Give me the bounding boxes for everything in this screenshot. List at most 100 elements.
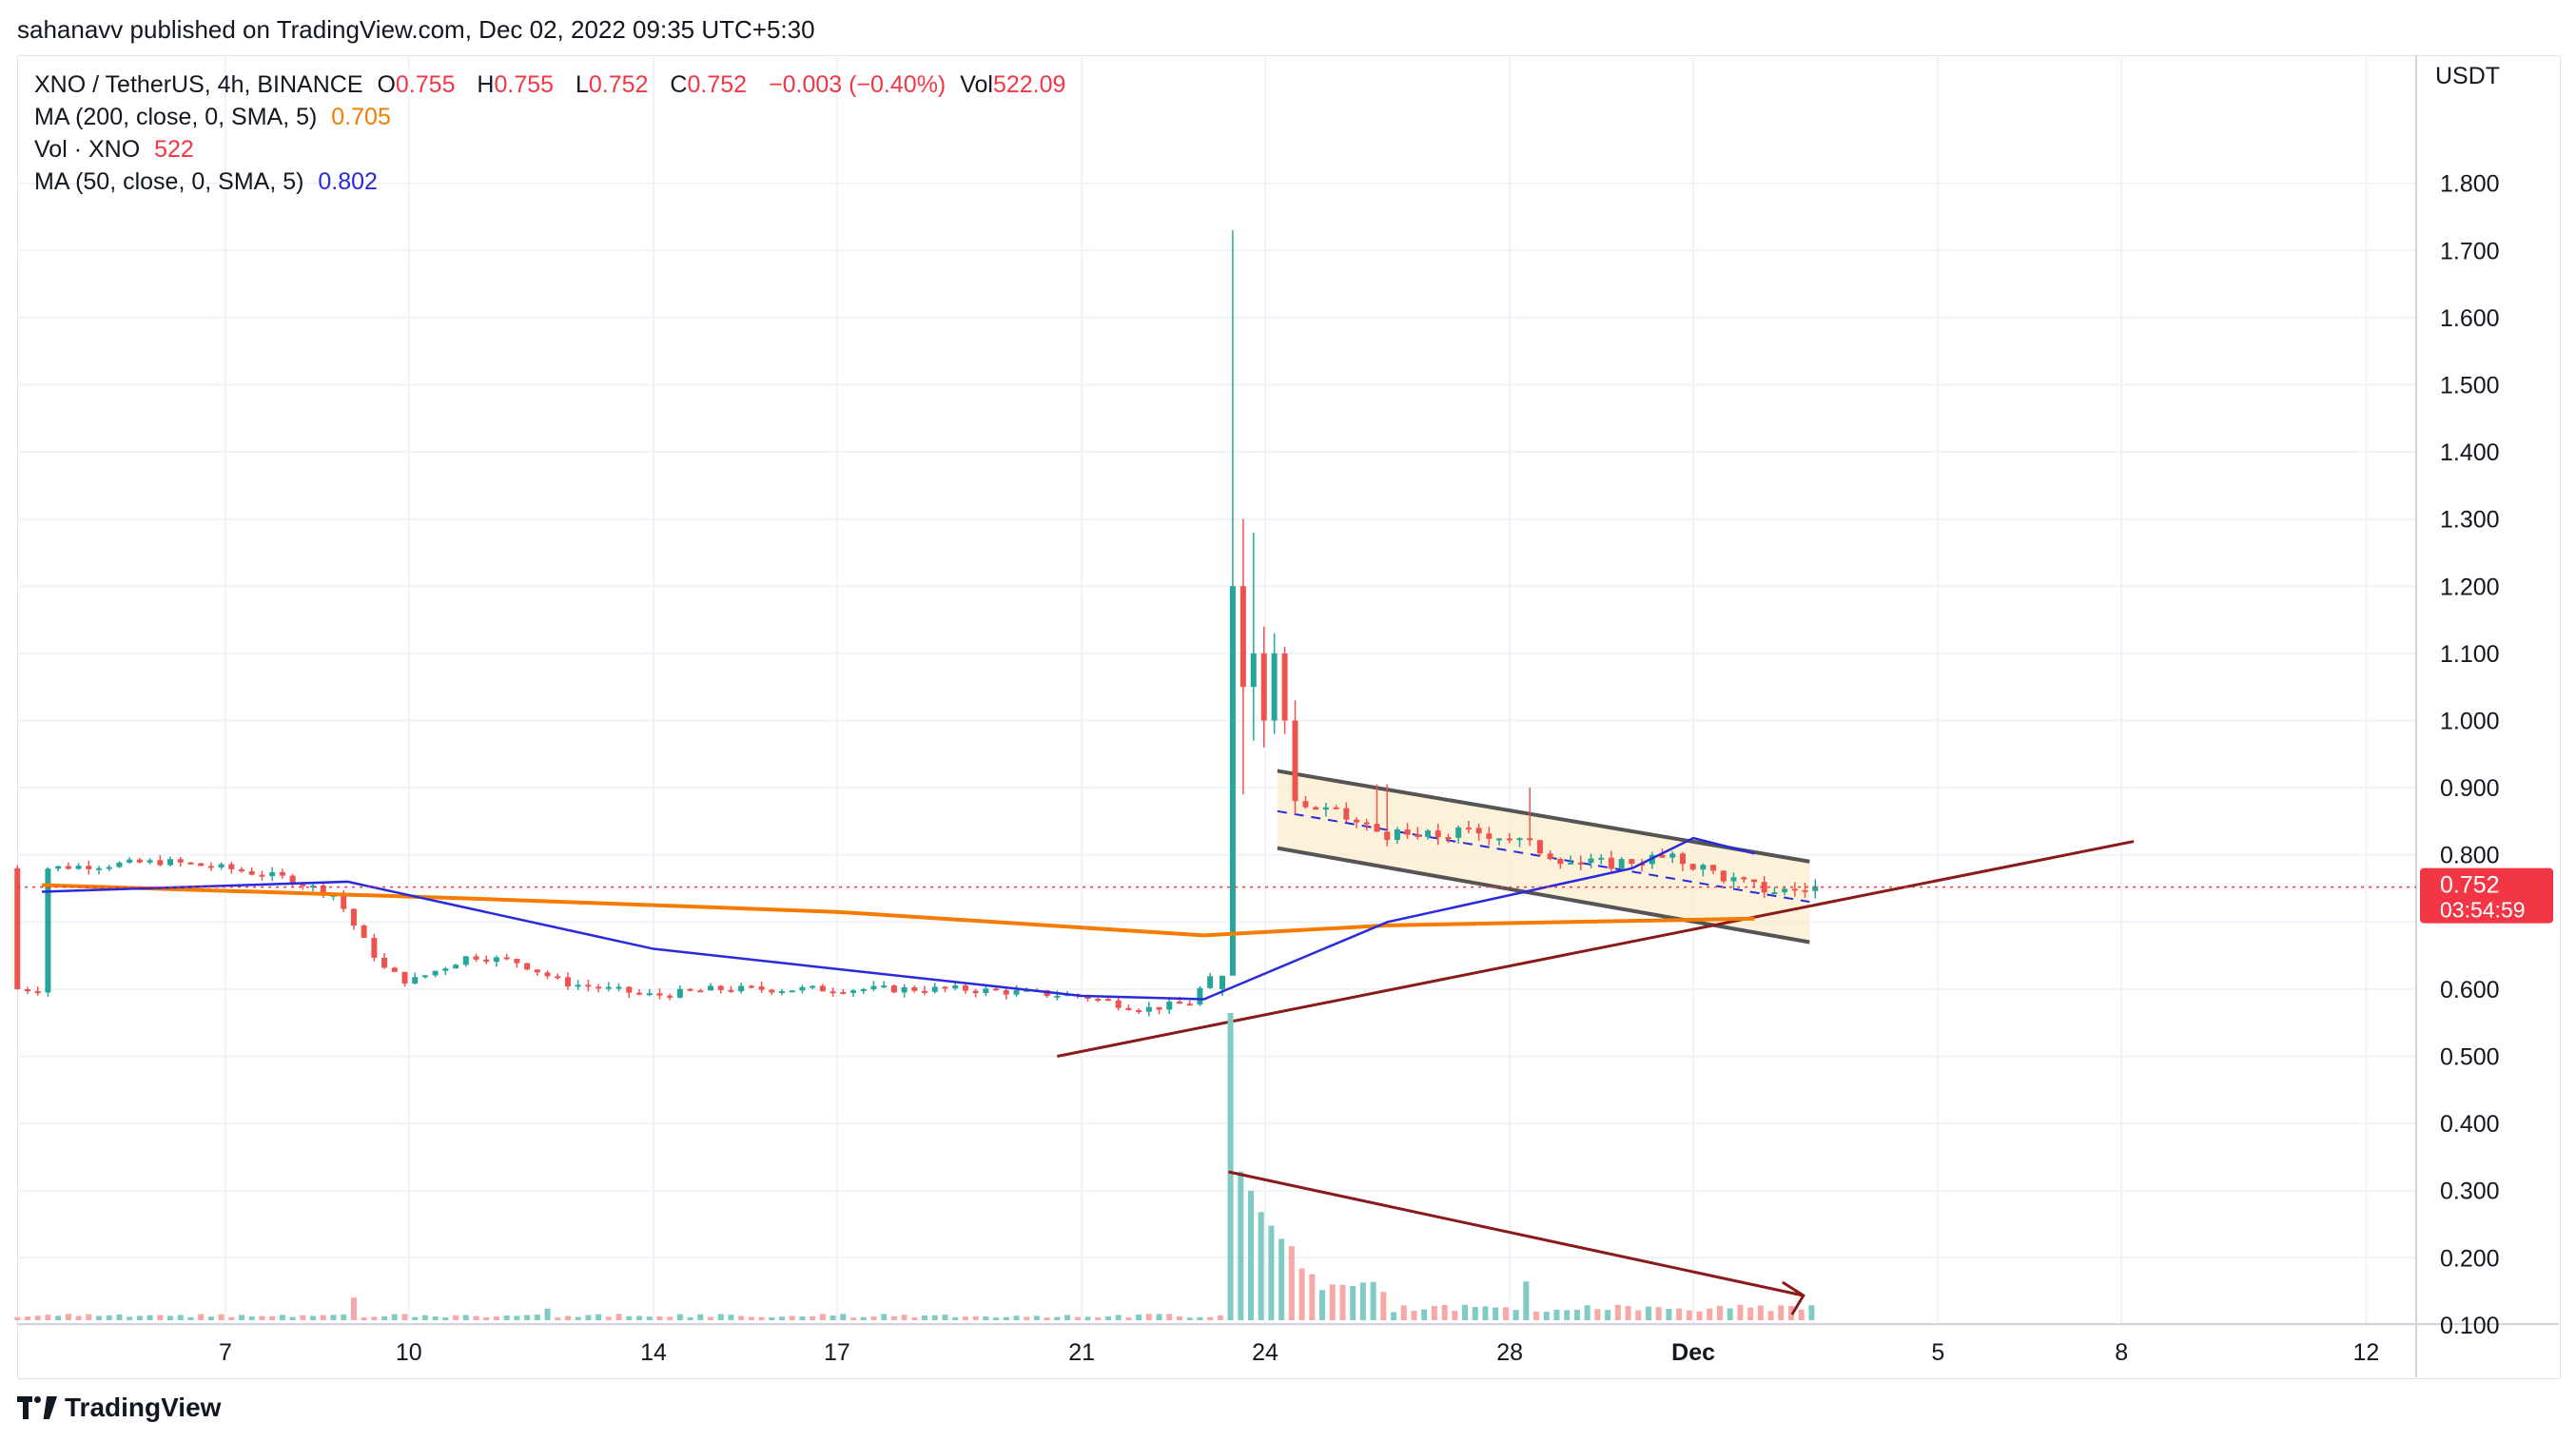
candle[interactable]	[1415, 834, 1421, 837]
candle[interactable]	[146, 860, 153, 863]
candle[interactable]	[1333, 807, 1339, 809]
candle[interactable]	[453, 965, 459, 969]
candle[interactable]	[1618, 859, 1625, 869]
candle[interactable]	[24, 988, 30, 992]
candle[interactable]	[1003, 990, 1009, 995]
candle[interactable]	[45, 868, 51, 993]
candle[interactable]	[1260, 653, 1267, 721]
candle[interactable]	[493, 957, 499, 963]
candle[interactable]	[952, 984, 959, 989]
candle[interactable]	[829, 991, 836, 994]
candle[interactable]	[136, 859, 143, 863]
candle[interactable]	[942, 986, 948, 989]
candle[interactable]	[646, 993, 653, 996]
candle[interactable]	[1629, 859, 1635, 865]
channel-lower-line[interactable]	[1277, 846, 1810, 945]
candle[interactable]	[1568, 862, 1574, 865]
candle[interactable]	[361, 926, 367, 938]
candle[interactable]	[1239, 586, 1246, 688]
candle[interactable]	[55, 866, 62, 869]
candle[interactable]	[738, 985, 745, 992]
ma200-line[interactable]	[41, 883, 1755, 938]
candle[interactable]	[972, 990, 979, 994]
candle[interactable]	[391, 967, 398, 972]
candle[interactable]	[575, 984, 581, 987]
candle[interactable]	[1455, 828, 1462, 838]
candle[interactable]	[1536, 840, 1543, 854]
candle[interactable]	[207, 866, 214, 868]
candle[interactable]	[1363, 822, 1370, 825]
ascending-trendline[interactable]	[1057, 840, 2135, 1058]
candle[interactable]	[1084, 996, 1091, 999]
candle[interactable]	[810, 985, 816, 988]
candle[interactable]	[708, 985, 714, 991]
candle[interactable]	[1445, 837, 1452, 840]
candle[interactable]	[1156, 1006, 1162, 1010]
candle[interactable]	[381, 957, 388, 968]
candle[interactable]	[473, 956, 479, 960]
candle[interactable]	[1054, 995, 1061, 998]
candle[interactable]	[748, 985, 754, 988]
candle[interactable]	[850, 990, 857, 993]
candle[interactable]	[544, 972, 551, 977]
candle[interactable]	[931, 986, 938, 992]
candle[interactable]	[881, 985, 888, 988]
candle[interactable]	[1465, 828, 1472, 830]
candle[interactable]	[819, 985, 826, 992]
candle[interactable]	[1791, 888, 1798, 891]
candle[interactable]	[320, 885, 326, 895]
candle[interactable]	[1771, 892, 1778, 895]
candle[interactable]	[635, 992, 642, 995]
candle[interactable]	[1207, 976, 1214, 988]
candle[interactable]	[1322, 807, 1329, 810]
candle[interactable]	[1608, 857, 1614, 869]
candle[interactable]	[1176, 1002, 1182, 1004]
candle[interactable]	[1302, 801, 1309, 808]
candle[interactable]	[412, 977, 419, 984]
candle[interactable]	[799, 986, 806, 991]
candle[interactable]	[177, 859, 184, 863]
ma50-line[interactable]	[41, 836, 1755, 1001]
candle[interactable]	[34, 991, 41, 994]
candle[interactable]	[1527, 838, 1533, 841]
candle[interactable]	[1802, 889, 1808, 892]
candle[interactable]	[717, 985, 724, 990]
candle[interactable]	[1013, 990, 1020, 995]
candle[interactable]	[401, 971, 408, 984]
candle[interactable]	[300, 884, 306, 887]
candle[interactable]	[1281, 653, 1288, 721]
candle[interactable]	[769, 989, 775, 993]
candle[interactable]	[1219, 975, 1225, 989]
candle[interactable]	[1506, 838, 1512, 841]
legend-volume-row[interactable]: Vol · XNO 522	[34, 133, 1081, 166]
candle[interactable]	[1710, 865, 1717, 871]
candle[interactable]	[1313, 807, 1319, 810]
candle[interactable]	[993, 988, 1000, 991]
candle[interactable]	[1486, 833, 1493, 839]
candle[interactable]	[228, 864, 235, 869]
candle[interactable]	[1095, 998, 1102, 1001]
candle[interactable]	[870, 985, 877, 989]
candle[interactable]	[1750, 879, 1757, 883]
current-price-tag[interactable]	[2420, 867, 2553, 924]
candle[interactable]	[75, 866, 82, 869]
candle[interactable]	[728, 989, 734, 992]
candle[interactable]	[1136, 1009, 1142, 1012]
candle[interactable]	[585, 984, 592, 987]
candle[interactable]	[1475, 828, 1482, 834]
candle[interactable]	[1669, 853, 1676, 858]
candle[interactable]	[106, 867, 112, 869]
candle[interactable]	[676, 988, 683, 998]
candle[interactable]	[605, 986, 612, 989]
volume-downtrend-line[interactable]	[1228, 1170, 1805, 1297]
candle[interactable]	[1250, 653, 1257, 688]
candle[interactable]	[1271, 653, 1278, 721]
candle[interactable]	[860, 988, 867, 991]
candle[interactable]	[656, 993, 663, 996]
candle[interactable]	[1700, 865, 1707, 870]
legend-ma50-row[interactable]: MA (50, close, 0, SMA, 5) 0.802	[34, 166, 1081, 198]
candle[interactable]	[626, 986, 633, 993]
candle[interactable]	[555, 976, 561, 979]
candle[interactable]	[697, 990, 704, 993]
candle[interactable]	[239, 868, 245, 872]
